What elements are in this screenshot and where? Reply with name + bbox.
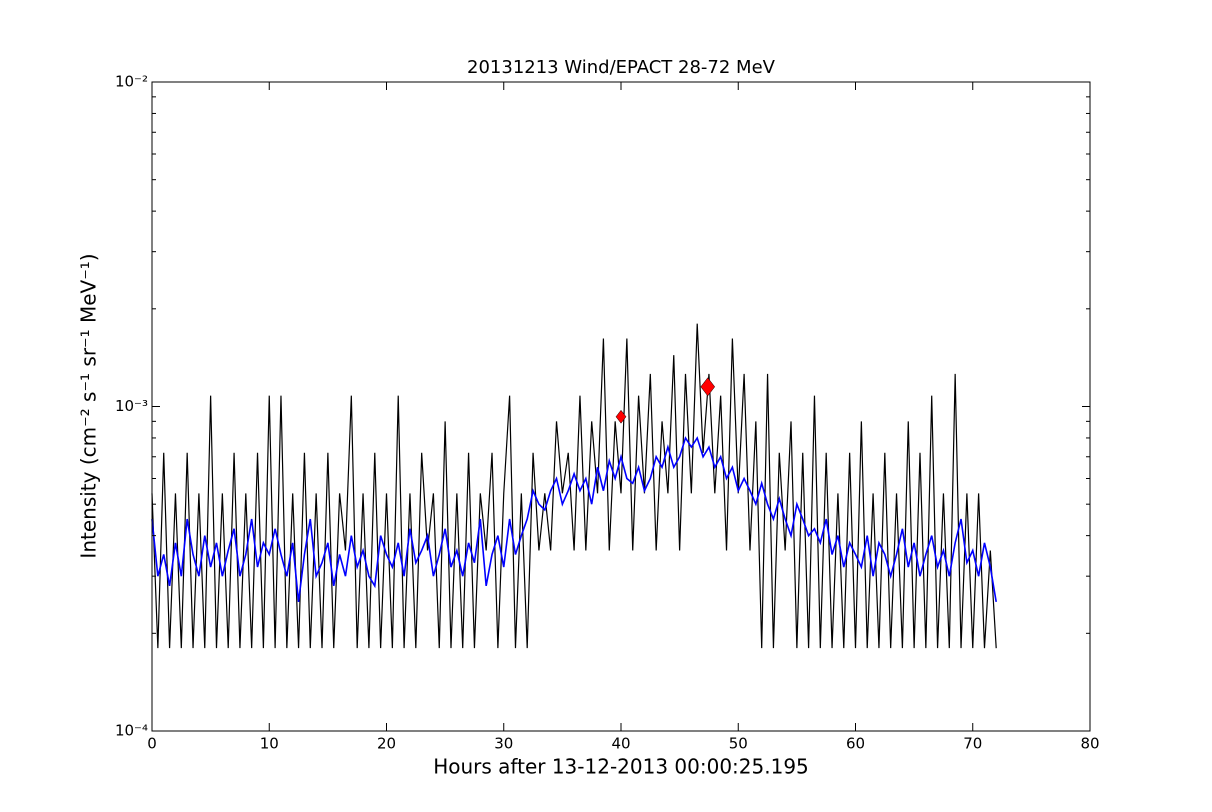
marker bbox=[615, 409, 627, 424]
data-line bbox=[151, 436, 997, 603]
x-tick-label: 0 bbox=[147, 735, 157, 753]
x-tick-label: 20 bbox=[377, 735, 396, 753]
y-tick-label: 10⁻² bbox=[115, 73, 148, 91]
y-tick-label: 10⁻³ bbox=[115, 397, 148, 415]
x-tick-label: 50 bbox=[729, 735, 748, 753]
marker bbox=[700, 377, 716, 397]
x-tick-label: 70 bbox=[963, 735, 982, 753]
y-axis-label: Intensity (cm⁻² s⁻¹ sr⁻¹ MeV⁻¹) bbox=[77, 253, 101, 558]
y-tick-label: 10⁻⁴ bbox=[115, 722, 148, 740]
x-tick-label: 60 bbox=[846, 735, 865, 753]
data-line bbox=[151, 323, 997, 649]
x-tick-label: 40 bbox=[611, 735, 630, 753]
x-tick-label: 10 bbox=[260, 735, 279, 753]
chart-title: 20131213 Wind/EPACT 28-72 MeV bbox=[467, 57, 776, 78]
x-tick-label: 30 bbox=[494, 735, 513, 753]
x-tick-label: 80 bbox=[1080, 735, 1099, 753]
x-axis-label: Hours after 13-12-2013 00:00:25.195 bbox=[433, 755, 809, 779]
